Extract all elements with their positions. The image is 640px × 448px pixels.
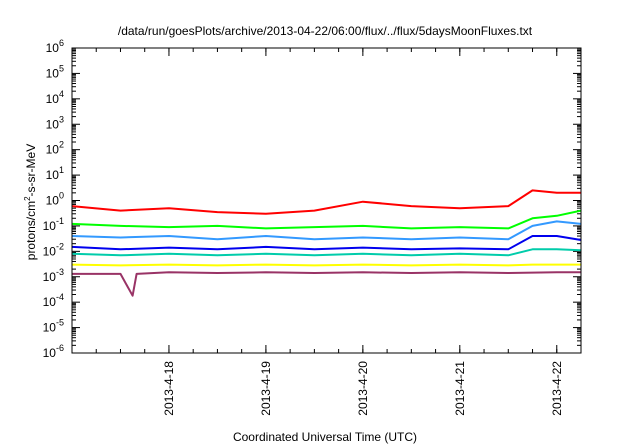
x-tick-label: 2013-4-18 [162,361,176,416]
y-tick-label-base: 10 [46,66,60,80]
series-layer [71,189,582,297]
y-tick-label-base: 10 [46,168,60,182]
y-tick-label: 104 [46,89,64,106]
y-tick-label-exp: 2 [59,140,64,150]
y-tick-label: 10-4 [43,292,64,309]
series-line-1 [71,189,581,215]
y-tick-label-exp: 3 [59,114,64,124]
y-tick-label: 10-6 [43,343,64,360]
y-tick-label-exp: 6 [59,38,64,48]
y-tick-label-base: 10 [43,321,57,335]
series-line-2 [71,209,582,230]
y-axis-ticks: 10-610-510-410-310-210-11001011021031041… [43,38,581,360]
x-axis-ticks: 2013-4-18 2013-4-19 2013-4-20 2013-4-21 2013… [71,48,582,416]
series-line-3 [71,220,582,241]
x-tick-label: 2013-4-22 [550,361,564,416]
y-tick-label: 105 [46,63,64,80]
y-tick-label-exp: -2 [56,241,64,251]
series-line-6 [71,263,581,267]
x-tick-label: 2013-4-19 [259,361,273,416]
y-tick-label-base: 10 [43,244,57,258]
y-tick-label-base: 10 [46,92,60,106]
y-tick-label-base: 10 [43,346,57,360]
y-tick-label: 106 [46,38,64,55]
y-tick-label-exp: -1 [56,216,64,226]
x-axis-label: Coordinated Universal Time (UTC) [233,430,417,444]
y-tick-label-exp: -3 [56,267,64,277]
y-tick-label-exp: 1 [59,165,64,175]
y-axis-label: protons/cm2-s-sr-MeV [23,144,38,260]
series-line-5 [71,248,582,257]
y-tick-label: 10-2 [43,241,64,258]
y-tick-label-base: 10 [43,219,57,233]
y-tick-label: 10-1 [43,216,64,233]
x-tick-label: 2013-4-20 [356,361,370,416]
y-tick-label-exp: -5 [56,318,64,328]
y-tick-label: 100 [46,191,64,208]
y-tick-label-exp: -4 [56,292,64,302]
y-tick-label-exp: 5 [59,63,64,73]
y-tick-label-exp: 0 [59,191,64,201]
y-tick-label-base: 10 [43,270,57,284]
y-tick-label: 103 [46,114,64,131]
y-tick-label-base: 10 [46,143,60,157]
y-tick-label-exp: -6 [56,343,64,353]
plot-frame [71,47,582,354]
y-tick-label: 102 [46,140,64,157]
y-tick-label: 101 [46,165,64,182]
y-tick-label-base: 10 [43,295,57,309]
y-axis-label-pre: protons/cm [24,201,38,260]
y-tick-label: 10-5 [43,318,64,335]
y-tick-label: 10-3 [43,267,64,284]
y-tick-label-base: 10 [46,117,60,131]
y-tick-label-exp: 4 [59,89,64,99]
y-axis-label-post: -s-sr-MeV [24,144,38,197]
series-line-4 [71,235,582,251]
y-tick-label-base: 10 [46,194,60,208]
chart-title: /data/run/goesPlots/archive/2013-04-22/0… [118,24,533,38]
series-line-7 [72,271,581,297]
x-tick-label: 2013-4-21 [453,361,467,416]
y-axis-label-sup: 2 [23,196,32,201]
y-tick-label-base: 10 [46,41,60,55]
